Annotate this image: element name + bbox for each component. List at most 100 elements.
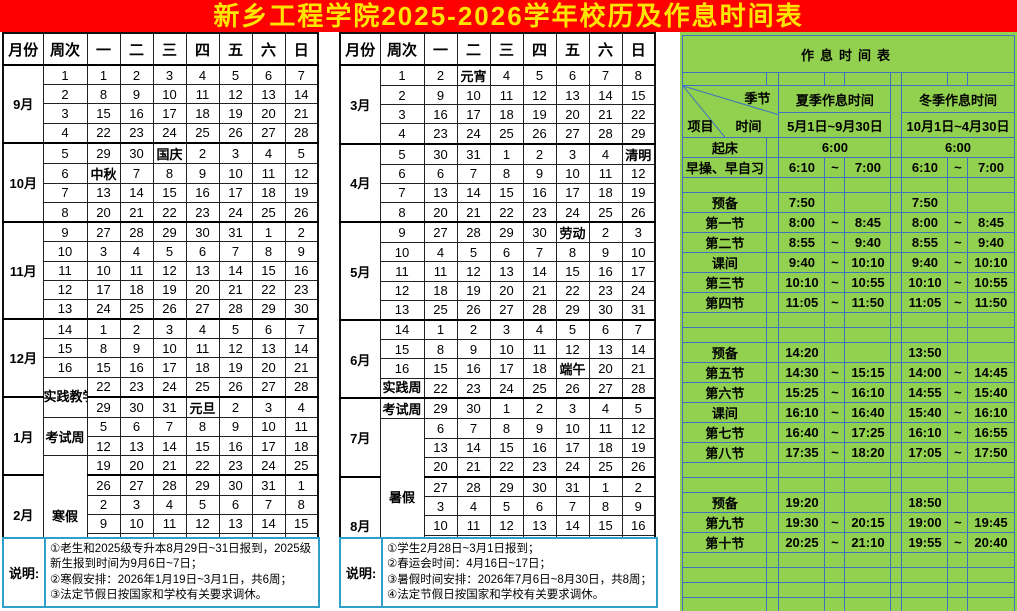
day-cell: 1 — [588, 476, 623, 498]
day-cell: 2 — [284, 221, 319, 243]
day-cell: 3 — [152, 64, 187, 86]
day-cell: 8 — [185, 416, 220, 438]
day-cell: 16 — [522, 437, 557, 458]
note-line: ③暑假时间安排：2026年7月6日~8月30日，共8周； — [387, 573, 652, 586]
day-cell: 31 — [456, 142, 491, 165]
day-cell: 10 — [489, 339, 524, 360]
spacer-cell — [967, 597, 1015, 611]
gap-cell — [766, 382, 780, 403]
day-cell: 11 — [588, 418, 623, 439]
day-cell: 13 — [86, 182, 121, 203]
time-start-cell: 15:40 — [901, 402, 949, 423]
day-cell: 23 — [456, 378, 491, 399]
day-cell: 20 — [423, 201, 458, 223]
day-cell: 30 — [423, 142, 458, 165]
month-header: 月份 — [2, 32, 44, 66]
spacer-cell — [890, 327, 903, 343]
week-cell: 15 — [42, 338, 88, 359]
holiday-cell: 元宵 — [456, 64, 491, 86]
day-cell: 9 — [621, 496, 656, 517]
day-cell: 10 — [152, 84, 187, 105]
day-cell: 6 — [218, 494, 253, 515]
time-end-cell — [844, 342, 892, 363]
gap-cell — [890, 137, 903, 158]
day-cell: 12 — [284, 162, 319, 184]
calendar-row: 考试周 5 6 7 8 9 10 11 — [3, 416, 319, 457]
spacer-cell — [824, 312, 846, 328]
week-cell: 10 — [379, 242, 425, 263]
diagonal-lines — [683, 86, 778, 137]
day-cell: 28 — [152, 474, 187, 496]
day-cell: 18 — [588, 182, 623, 203]
spacer-cell — [844, 477, 892, 493]
tilde-cell: ~ — [947, 212, 969, 233]
page-title: 新乡工程学院2025-2026学年校历及作息时间表 — [213, 1, 804, 31]
day-cell: 27 — [185, 298, 220, 320]
day-cell: 26 — [522, 123, 557, 145]
time-start-cell: 14:30 — [778, 362, 826, 383]
week-cell: 3 — [42, 103, 88, 124]
spacer-cell — [947, 177, 969, 193]
day-cell: 15 — [489, 182, 524, 203]
day-cell: 3 — [251, 395, 286, 418]
week-cell: 4 — [42, 122, 88, 144]
spacer-cell — [766, 462, 780, 478]
time-start-cell: 14:55 — [901, 382, 949, 403]
schedule-header-range-row: 5月1日~9月30日 10月1日~4月30日 — [683, 112, 1015, 138]
week-cell: 6 — [379, 163, 425, 184]
spacer-cell — [967, 582, 1015, 598]
daily-schedule-table: 作息时间表 季节 项目 时间 夏季作息时间 冬季作息时间 5月1日~9月30日 10月1日~4… — [682, 35, 1015, 611]
day-cell: 21 — [456, 201, 491, 223]
gap-cell — [766, 512, 780, 533]
day-cell: 25 — [284, 455, 319, 476]
gap-cell — [766, 342, 780, 363]
day-cell: 11 — [185, 84, 220, 105]
time-start-cell: 6:10 — [778, 157, 826, 178]
day-cell: 1 — [423, 318, 458, 341]
day-cell: 7 — [588, 64, 623, 86]
day-cell: 11 — [588, 163, 623, 184]
tilde-cell — [824, 342, 846, 363]
month-cell: 9月 — [2, 64, 44, 144]
day-cell: 31 — [555, 476, 590, 498]
gap-cell — [890, 512, 903, 533]
gap-cell — [766, 157, 780, 178]
week-cell: 考试周 — [379, 397, 425, 420]
spacer-cell — [890, 312, 903, 328]
schedule-row: 预备 19:20 18:50 — [682, 492, 1015, 513]
day-cell: 16 — [423, 104, 458, 125]
spacer-cell — [682, 312, 768, 328]
day-cell: 7 — [218, 241, 253, 262]
notes-spring: 说明: ①学生2月28日~3月1日报到； ②春运会时间：4月16日~17日； ③暑假… — [339, 537, 658, 608]
day-cell: 20 — [588, 358, 623, 380]
day-cell: 9 — [522, 163, 557, 184]
weekday-header: 六 — [251, 32, 286, 66]
spacer-cell — [766, 327, 780, 343]
calendar-row: 暑假 6 7 8 9 10 11 12 — [340, 418, 656, 575]
period-label: 第十节 — [682, 532, 768, 553]
week-cell: 14 — [379, 318, 425, 341]
day-cell: 21 — [284, 357, 319, 378]
spacer-cell — [766, 72, 780, 86]
tilde-cell: ~ — [947, 252, 969, 273]
time-start-cell: 10:10 — [901, 272, 949, 293]
spacer-cell — [824, 327, 846, 343]
gap-cell — [766, 292, 780, 313]
time-end-cell — [967, 492, 1015, 513]
day-cell: 11 — [119, 260, 154, 281]
spacer-cell — [766, 177, 780, 193]
day-cell: 11 — [489, 84, 524, 106]
period-label: 第四节 — [682, 292, 768, 313]
day-cell: 25 — [185, 376, 220, 398]
tilde-cell: ~ — [824, 157, 846, 178]
day-cell: 15 — [621, 84, 656, 106]
calendar-row: 3 16 17 18 19 20 21 22 — [340, 104, 656, 125]
day-cell: 9 — [588, 242, 623, 263]
day-cell: 13 — [489, 261, 524, 282]
spacer-cell — [824, 552, 846, 568]
day-cell: 17 — [86, 279, 121, 300]
day-cell: 31 — [621, 299, 656, 321]
day-cell: 4 — [588, 142, 623, 165]
holiday-cell: 国庆 — [152, 141, 187, 164]
